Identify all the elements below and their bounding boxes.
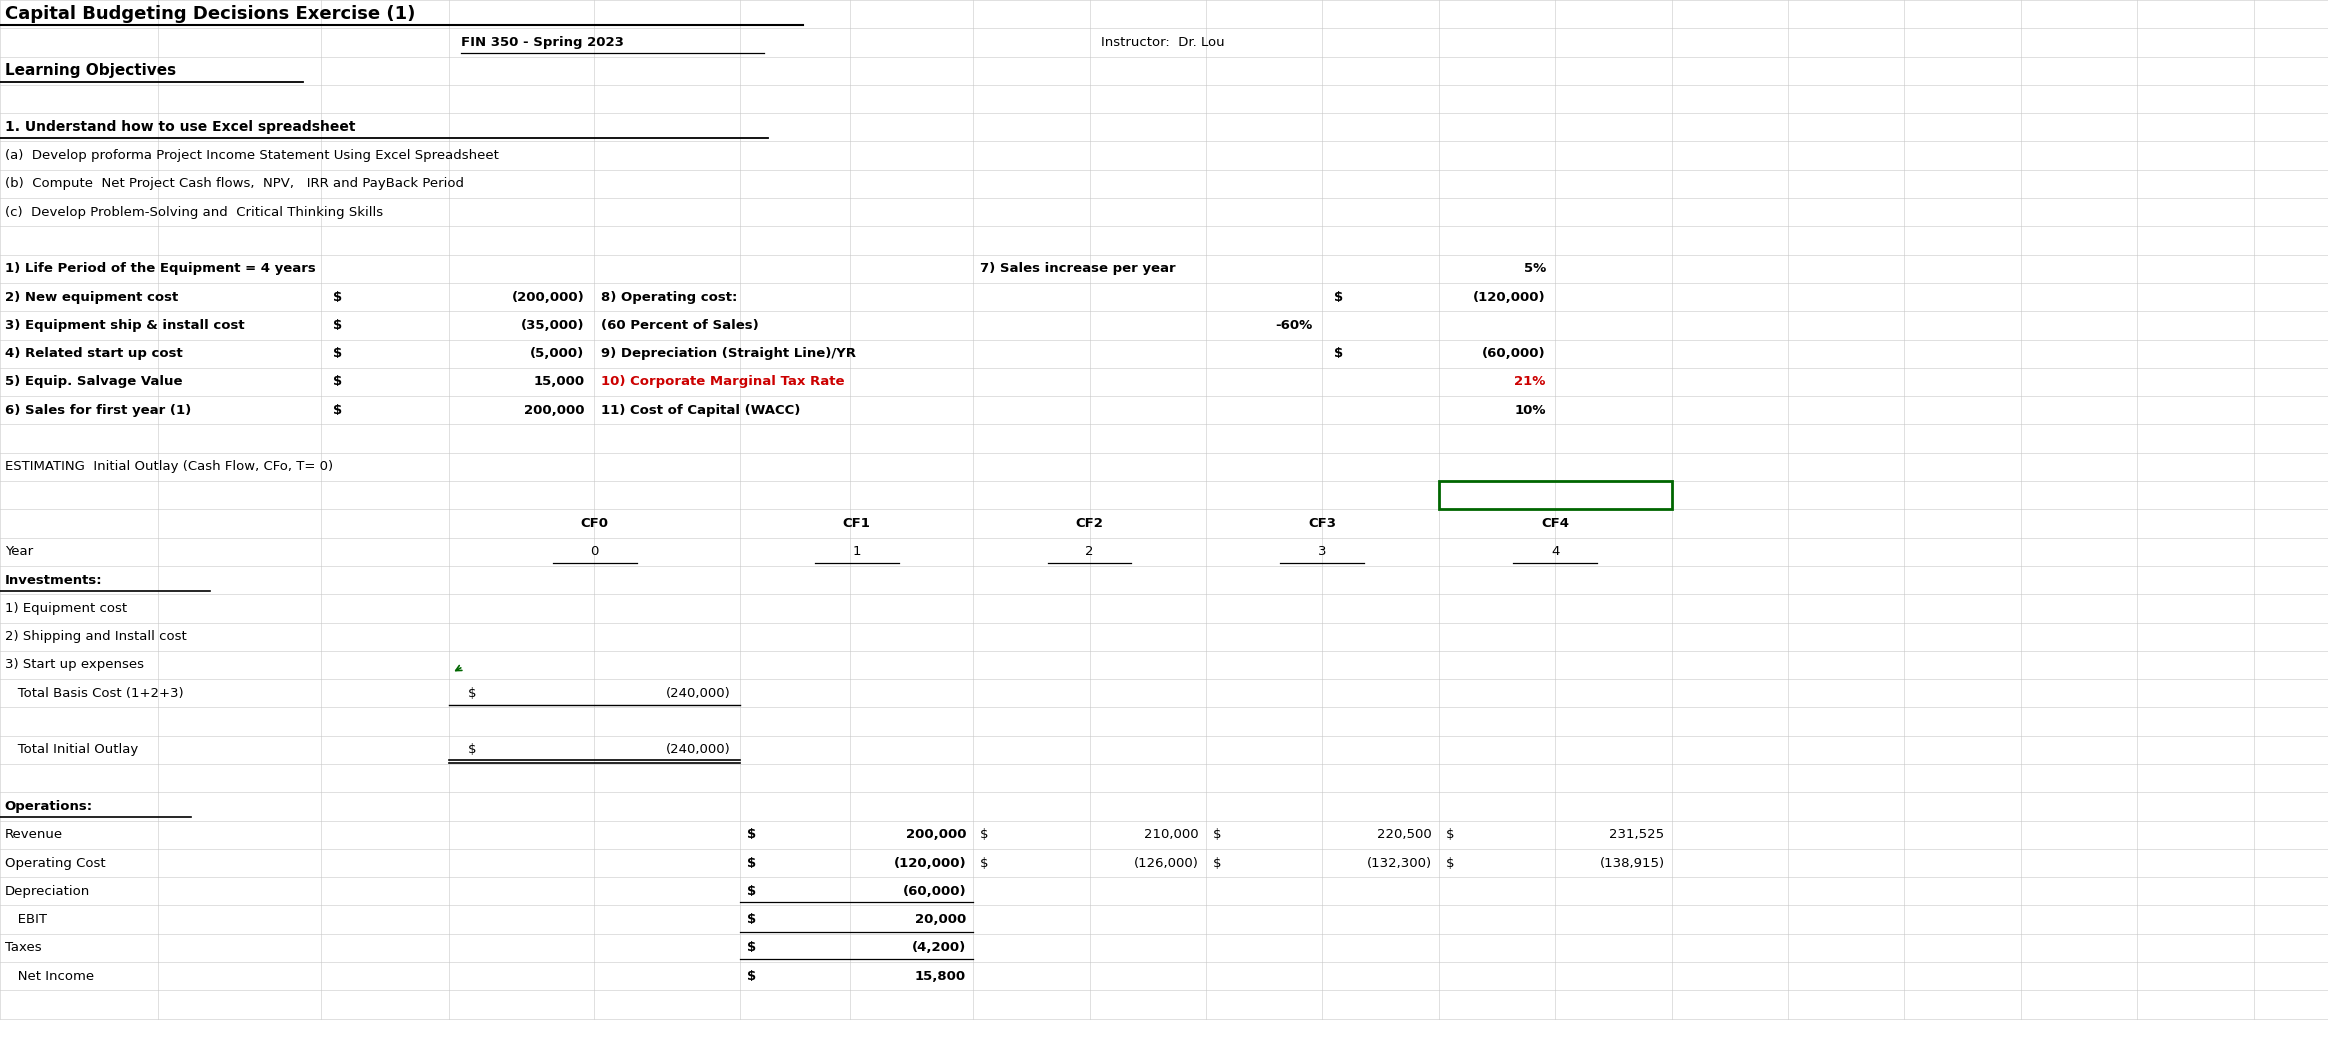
- Text: CF2: CF2: [1076, 517, 1103, 530]
- Text: CF0: CF0: [580, 517, 610, 530]
- Text: (60 Percent of Sales): (60 Percent of Sales): [601, 319, 759, 332]
- Text: 8) Operating cost:: 8) Operating cost:: [601, 290, 738, 304]
- Text: Operating Cost: Operating Cost: [5, 856, 105, 870]
- Text: $: $: [1213, 856, 1222, 870]
- Text: (132,300): (132,300): [1367, 856, 1432, 870]
- Text: 0: 0: [591, 545, 598, 559]
- Text: 5%: 5%: [1523, 262, 1546, 276]
- Text: 1: 1: [852, 545, 861, 559]
- Text: $: $: [747, 941, 757, 955]
- Text: 21%: 21%: [1516, 375, 1546, 389]
- Text: 20,000: 20,000: [915, 913, 966, 926]
- Text: Year: Year: [5, 545, 33, 559]
- Text: Learning Objectives: Learning Objectives: [5, 63, 177, 79]
- Text: 4: 4: [1550, 545, 1560, 559]
- Text: $: $: [468, 743, 477, 757]
- Text: 3) Equipment ship & install cost: 3) Equipment ship & install cost: [5, 319, 244, 332]
- Text: $: $: [1213, 828, 1222, 842]
- Text: Revenue: Revenue: [5, 828, 63, 842]
- Text: 200,000: 200,000: [524, 403, 584, 417]
- Text: 6) Sales for first year (1): 6) Sales for first year (1): [5, 403, 191, 417]
- Text: (35,000): (35,000): [521, 319, 584, 332]
- Text: (240,000): (240,000): [666, 686, 731, 700]
- Text: 3: 3: [1318, 545, 1327, 559]
- Text: Taxes: Taxes: [5, 941, 42, 955]
- Text: FIN 350 - Spring 2023: FIN 350 - Spring 2023: [461, 36, 624, 49]
- Text: (240,000): (240,000): [666, 743, 731, 757]
- Text: 210,000: 210,000: [1145, 828, 1199, 842]
- Text: 10%: 10%: [1513, 403, 1546, 417]
- Text: (5,000): (5,000): [531, 347, 584, 361]
- Text: $: $: [980, 828, 989, 842]
- Text: $: $: [747, 885, 757, 898]
- Text: 1. Understand how to use Excel spreadsheet: 1. Understand how to use Excel spreadshe…: [5, 121, 356, 134]
- Text: Total Initial Outlay: Total Initial Outlay: [5, 743, 137, 757]
- Text: ESTIMATING  Initial Outlay (Cash Flow, CFo, T= 0): ESTIMATING Initial Outlay (Cash Flow, CF…: [5, 460, 333, 474]
- Text: $: $: [333, 319, 342, 332]
- Text: 10) Corporate Marginal Tax Rate: 10) Corporate Marginal Tax Rate: [601, 375, 845, 389]
- Text: Capital Budgeting Decisions Exercise (1): Capital Budgeting Decisions Exercise (1): [5, 5, 414, 23]
- Text: Net Income: Net Income: [5, 969, 93, 983]
- Text: 231,525: 231,525: [1609, 828, 1665, 842]
- Text: (120,000): (120,000): [894, 856, 966, 870]
- Text: 5) Equip. Salvage Value: 5) Equip. Salvage Value: [5, 375, 182, 389]
- Text: (c)  Develop Problem-Solving and  Critical Thinking Skills: (c) Develop Problem-Solving and Critical…: [5, 205, 382, 219]
- Text: $: $: [747, 969, 757, 983]
- Text: $: $: [747, 913, 757, 926]
- Text: Investments:: Investments:: [5, 573, 102, 587]
- Text: (60,000): (60,000): [903, 885, 966, 898]
- Text: CF1: CF1: [843, 517, 871, 530]
- Text: $: $: [747, 856, 757, 870]
- Text: 200,000: 200,000: [906, 828, 966, 842]
- Text: 4) Related start up cost: 4) Related start up cost: [5, 347, 182, 361]
- Text: 11) Cost of Capital (WACC): 11) Cost of Capital (WACC): [601, 403, 801, 417]
- Text: $: $: [333, 290, 342, 304]
- Text: 15,000: 15,000: [533, 375, 584, 389]
- Text: 2) New equipment cost: 2) New equipment cost: [5, 290, 177, 304]
- Text: $: $: [333, 347, 342, 361]
- Text: $: $: [1334, 347, 1343, 361]
- Text: 9) Depreciation (Straight Line)/YR: 9) Depreciation (Straight Line)/YR: [601, 347, 857, 361]
- Text: $: $: [1446, 828, 1455, 842]
- Text: $: $: [980, 856, 989, 870]
- Text: (200,000): (200,000): [512, 290, 584, 304]
- Text: (120,000): (120,000): [1474, 290, 1546, 304]
- Text: Instructor:  Dr. Lou: Instructor: Dr. Lou: [1101, 36, 1225, 49]
- Text: $: $: [333, 375, 342, 389]
- Text: 15,800: 15,800: [915, 969, 966, 983]
- Text: $: $: [333, 403, 342, 417]
- Text: CF3: CF3: [1308, 517, 1336, 530]
- Text: 2) Shipping and Install cost: 2) Shipping and Install cost: [5, 630, 186, 643]
- Text: (138,915): (138,915): [1599, 856, 1665, 870]
- Text: EBIT: EBIT: [5, 913, 47, 926]
- Text: CF4: CF4: [1541, 517, 1569, 530]
- Bar: [1439, 481, 1672, 509]
- Text: (4,200): (4,200): [913, 941, 966, 955]
- Text: $: $: [747, 828, 757, 842]
- Text: 7) Sales increase per year: 7) Sales increase per year: [980, 262, 1176, 276]
- Text: $: $: [1334, 290, 1343, 304]
- Text: -60%: -60%: [1276, 319, 1313, 332]
- Text: Depreciation: Depreciation: [5, 885, 91, 898]
- Text: $: $: [1446, 856, 1455, 870]
- Text: (126,000): (126,000): [1134, 856, 1199, 870]
- Text: 1) Life Period of the Equipment = 4 years: 1) Life Period of the Equipment = 4 year…: [5, 262, 314, 276]
- Text: $: $: [468, 686, 477, 700]
- Text: Total Basis Cost (1+2+3): Total Basis Cost (1+2+3): [5, 686, 184, 700]
- Text: (a)  Develop proforma Project Income Statement Using Excel Spreadsheet: (a) Develop proforma Project Income Stat…: [5, 149, 498, 162]
- Text: (60,000): (60,000): [1483, 347, 1546, 361]
- Text: (b)  Compute  Net Project Cash flows,  NPV,   IRR and PayBack Period: (b) Compute Net Project Cash flows, NPV,…: [5, 177, 463, 191]
- Text: 2: 2: [1085, 545, 1094, 559]
- Text: Operations:: Operations:: [5, 800, 93, 813]
- Text: 3) Start up expenses: 3) Start up expenses: [5, 658, 144, 672]
- Text: 220,500: 220,500: [1376, 828, 1432, 842]
- Text: 1) Equipment cost: 1) Equipment cost: [5, 602, 126, 615]
